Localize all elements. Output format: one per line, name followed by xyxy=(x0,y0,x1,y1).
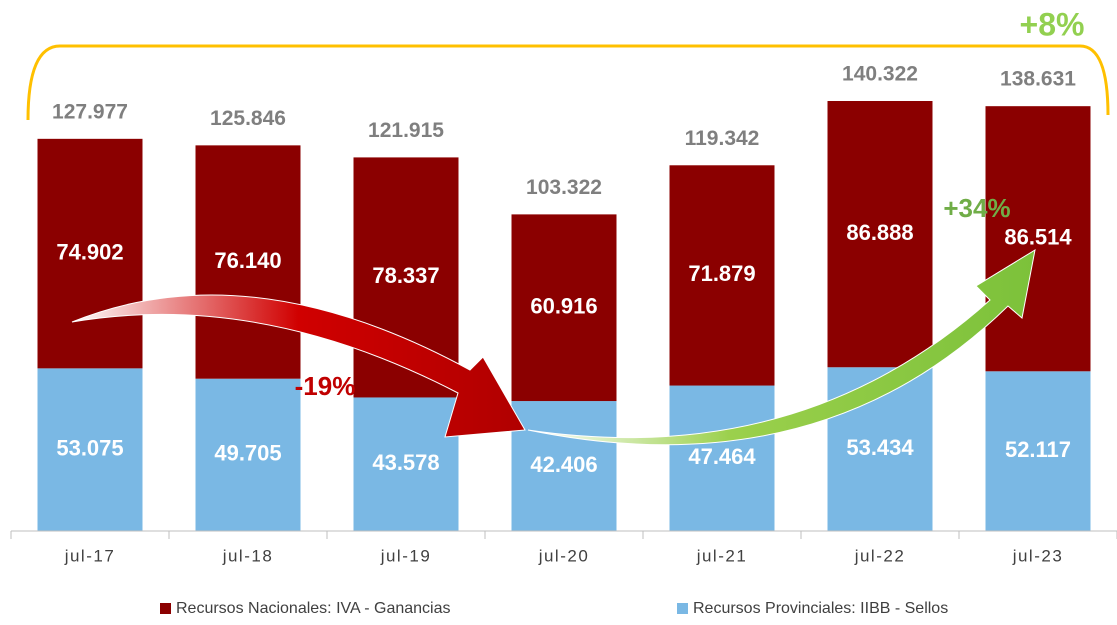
bar-segment xyxy=(37,368,143,531)
total-label: 125.846 xyxy=(210,107,286,130)
x-tick-label: jul-21 xyxy=(696,546,748,565)
legend-label: Recursos Provinciales: IIBB - Sellos xyxy=(693,600,948,617)
value-label: 49.705 xyxy=(214,441,281,466)
value-label: 78.337 xyxy=(372,263,439,288)
bar-segment xyxy=(195,378,301,531)
bar-segment xyxy=(669,385,775,531)
legend-label: Recursos Nacionales: IVA - Ganancias xyxy=(176,600,451,617)
value-label: 43.578 xyxy=(372,450,439,475)
total-label: 103.322 xyxy=(526,176,602,199)
bar-segment xyxy=(669,165,775,386)
bar-segment xyxy=(353,397,459,531)
value-label: 71.879 xyxy=(688,261,755,286)
bar-segment xyxy=(511,401,617,531)
annotation: -19% xyxy=(295,371,356,401)
bar-segment xyxy=(985,371,1091,531)
legend-swatch xyxy=(677,603,688,614)
total-label: 121.915 xyxy=(368,119,444,142)
bar-segment xyxy=(195,145,301,379)
decline-arrow xyxy=(71,294,526,438)
annotation: +8% xyxy=(1020,6,1085,42)
value-label: 53.434 xyxy=(846,435,914,460)
value-label: 86.888 xyxy=(846,220,913,245)
annotation: +34% xyxy=(943,193,1010,223)
growth-arrow xyxy=(527,248,1036,446)
value-label: 86.514 xyxy=(1004,225,1072,250)
x-tick-label: jul-22 xyxy=(854,546,906,565)
bar-segment xyxy=(511,214,617,402)
bracket xyxy=(26,44,1110,121)
total-label: 138.631 xyxy=(1000,68,1076,91)
value-label: 60.916 xyxy=(530,294,597,319)
x-tick-label: jul-17 xyxy=(64,546,116,565)
value-label: 53.075 xyxy=(56,435,123,460)
value-label: 52.117 xyxy=(1005,437,1071,462)
bar-segment xyxy=(985,106,1091,372)
value-label: 47.464 xyxy=(688,444,756,469)
x-tick-label: jul-20 xyxy=(538,546,590,565)
legend-swatch xyxy=(160,603,171,614)
x-tick-label: jul-23 xyxy=(1012,546,1064,565)
value-label: 42.406 xyxy=(530,452,597,477)
total-label: 127.977 xyxy=(52,100,128,123)
value-label: 76.140 xyxy=(214,248,281,273)
bar-segment xyxy=(827,101,933,368)
value-label: 74.902 xyxy=(56,239,123,264)
bar-segment xyxy=(37,138,143,369)
total-label: 119.342 xyxy=(685,127,760,150)
total-label: 140.322 xyxy=(842,63,918,86)
x-tick-label: jul-18 xyxy=(222,546,274,565)
x-tick-label: jul-19 xyxy=(380,546,432,565)
